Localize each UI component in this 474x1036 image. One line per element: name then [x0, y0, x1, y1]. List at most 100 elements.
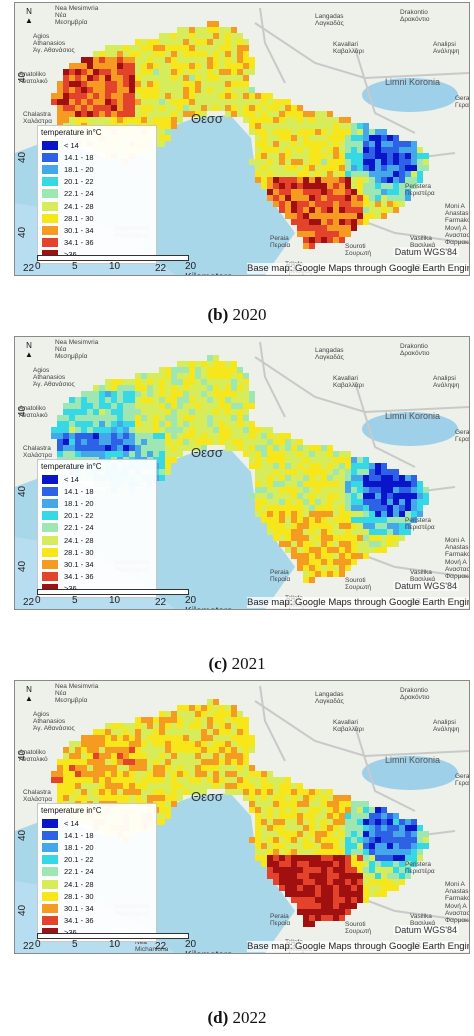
- place-label-kavallari: Kavallari Καβαλλάρι: [333, 375, 364, 390]
- legend-row: 34.1 - 36: [41, 915, 153, 927]
- legend-label: 34.1 - 36: [64, 238, 94, 248]
- legend-swatch: [41, 546, 59, 558]
- left-tick-label: 40: [17, 904, 28, 916]
- legend-row: 28.1 - 30: [41, 212, 153, 224]
- place-label-peraia: Peraia Περαία: [270, 913, 291, 928]
- legend-swatch: [41, 829, 59, 841]
- legend-label: 14.1 - 18: [64, 830, 94, 840]
- place-label-mesimvria: Nea Mesimvria Νέα Μεσημβρία: [55, 339, 99, 361]
- legend-label: >36: [64, 584, 77, 593]
- place-label-anatoliko: Anatoliko Ανατολικό: [19, 71, 48, 86]
- place-label-limni: Limni Koronia: [385, 755, 441, 765]
- legend-swatch: [41, 497, 59, 509]
- legend-label: >36: [64, 928, 77, 937]
- scale-tick-label: 5: [72, 595, 78, 606]
- legend-label: 14.1 - 18: [64, 152, 94, 162]
- legend-label: 30.1 - 34: [64, 559, 94, 569]
- place-label-mesimvria: Nea Mesimvria Νέα Μεσημβρία: [55, 683, 99, 705]
- datum-label: Datum WGS'84: [392, 581, 459, 591]
- place-label-agios: Agios Athanasios Άγ. Αθανάσιος: [33, 367, 75, 389]
- temperature-legend: temperature in°C < 14 14.1 - 18 18.1 - 20 20…: [37, 125, 157, 264]
- scale-bar: 0 5 10 20 Kilometers: [35, 933, 232, 953]
- legend-swatch: [41, 534, 59, 546]
- place-label-mesimvria: Nea Mesimvria Νέα Μεσημβρία: [55, 5, 99, 27]
- place-label-moni: Moni A Anastas Farmako Μονή Α Αναστασ Φα…: [445, 203, 470, 247]
- legend-row: 18.1 - 20: [41, 163, 153, 175]
- place-label-gera: Gera Γερα: [455, 95, 470, 110]
- scale-bar: 0 5 10 20 Kilometers: [35, 589, 232, 609]
- top-tick-label: 22: [23, 941, 35, 952]
- scale-bar-graphic: [37, 255, 189, 261]
- place-label-agios: Agios Athanasios Άγ. Αθανάσιος: [33, 33, 75, 55]
- top-tick-label: 22: [23, 597, 35, 608]
- place-label-analipsi: Analipsi Ανάληψη: [433, 41, 460, 56]
- place-label-anatoliko: Anatoliko Ανατολικό: [19, 749, 48, 764]
- place-label-analipsi: Analipsi Ανάληψη: [433, 719, 460, 734]
- legend-swatch: [41, 139, 59, 151]
- legend-swatch: [41, 890, 59, 902]
- caption-2021: (c) 2021: [208, 654, 266, 673]
- top-tick-label: 22: [155, 597, 167, 608]
- north-arrow-icon: N ▲: [25, 7, 33, 25]
- place-label-thess: Θεσσ: [191, 789, 223, 804]
- place-label-kavallari: Kavallari Καβαλλάρι: [333, 41, 364, 56]
- lake-koronia: [362, 412, 458, 446]
- legend-row: 24.1 - 28: [41, 534, 153, 546]
- place-label-peristera: Peristera Περιστέρα: [405, 517, 435, 532]
- legend-swatch: [41, 571, 59, 583]
- place-label-drakontio: Drakontio Δρακόντιο: [400, 9, 430, 24]
- legend-swatch: [41, 473, 59, 485]
- caption-2020: (b) 2020: [207, 305, 267, 324]
- legend-row: 22.1 - 24: [41, 188, 153, 200]
- legend-row: 28.1 - 30: [41, 546, 153, 558]
- legend-label: >36: [64, 250, 77, 259]
- legend-swatch: [41, 878, 59, 890]
- scale-tick-label: 0: [35, 595, 41, 606]
- scale-tick-label: 5: [72, 939, 78, 950]
- caption-2022: (d) 2022: [207, 1008, 267, 1027]
- top-tick-label: 22: [155, 263, 167, 274]
- scale-tick-label: 10: [109, 595, 121, 606]
- place-label-thess: Θεσσ: [191, 445, 223, 460]
- top-tick-label: 22: [155, 941, 167, 952]
- place-label-chalastra: Chalastra Χαλάστρα: [23, 111, 53, 126]
- legend-swatch: [41, 510, 59, 522]
- place-label-vasilika: Vasilika Βασιλικά: [410, 569, 436, 584]
- place-label-vasilika: Vasilika Βασιλικά: [410, 913, 436, 928]
- place-label-peraia: Peraia Περαία: [270, 235, 291, 250]
- place-label-souroti: Souroti Σουρωτή: [345, 921, 372, 936]
- legend-label: 24.1 - 28: [64, 201, 94, 211]
- legend-swatch: [41, 212, 59, 224]
- legend-swatch: [41, 915, 59, 927]
- place-label-limni: Limni Koronia: [385, 411, 441, 421]
- place-label-drakontio: Drakontio Δρακόντιο: [400, 343, 430, 358]
- legend-swatch: [41, 817, 59, 829]
- datum-label: Datum WGS'84: [392, 247, 459, 257]
- legend-swatch: [41, 163, 59, 175]
- legend-row: 20.1 - 22: [41, 854, 153, 866]
- scale-tick-label: 20 Kilometers: [185, 595, 232, 609]
- legend-label: 22.1 - 24: [64, 867, 94, 877]
- legend-label: 22.1 - 24: [64, 523, 94, 533]
- legend-label: 20.1 - 22: [64, 511, 94, 521]
- left-tick-label: 40: [17, 485, 28, 497]
- legend-row: 18.1 - 20: [41, 841, 153, 853]
- legend-label: 34.1 - 36: [64, 916, 94, 926]
- legend-row: 22.1 - 24: [41, 522, 153, 534]
- legend-row: 34.1 - 36: [41, 571, 153, 583]
- temperature-legend: temperature in°C < 14 14.1 - 18 18.1 - 20 20…: [37, 803, 157, 942]
- legend-label: 18.1 - 20: [64, 164, 94, 174]
- legend-swatch: [41, 151, 59, 163]
- place-label-drakontio: Drakontio Δρακόντιο: [400, 687, 430, 702]
- legend-row: 22.1 - 24: [41, 866, 153, 878]
- top-tick-label: 22: [23, 263, 35, 274]
- map-panel-2022: 22222323404040N▲Nea Mesimvria Νέα Μεσημβ…: [14, 680, 470, 954]
- legend-title: temperature in°C: [41, 806, 102, 815]
- temperature-legend: temperature in°C < 14 14.1 - 18 18.1 - 20 20…: [37, 459, 157, 598]
- place-label-moni: Moni A Anastas Farmako Μονή Α Αναστασ Φα…: [445, 537, 470, 581]
- scale-tick-label: 10: [109, 261, 121, 272]
- legend-swatch: [41, 902, 59, 914]
- scale-tick-label: 20 Kilometers: [185, 939, 232, 953]
- legend-label: 24.1 - 28: [64, 879, 94, 889]
- legend-label: 14.1 - 18: [64, 486, 94, 496]
